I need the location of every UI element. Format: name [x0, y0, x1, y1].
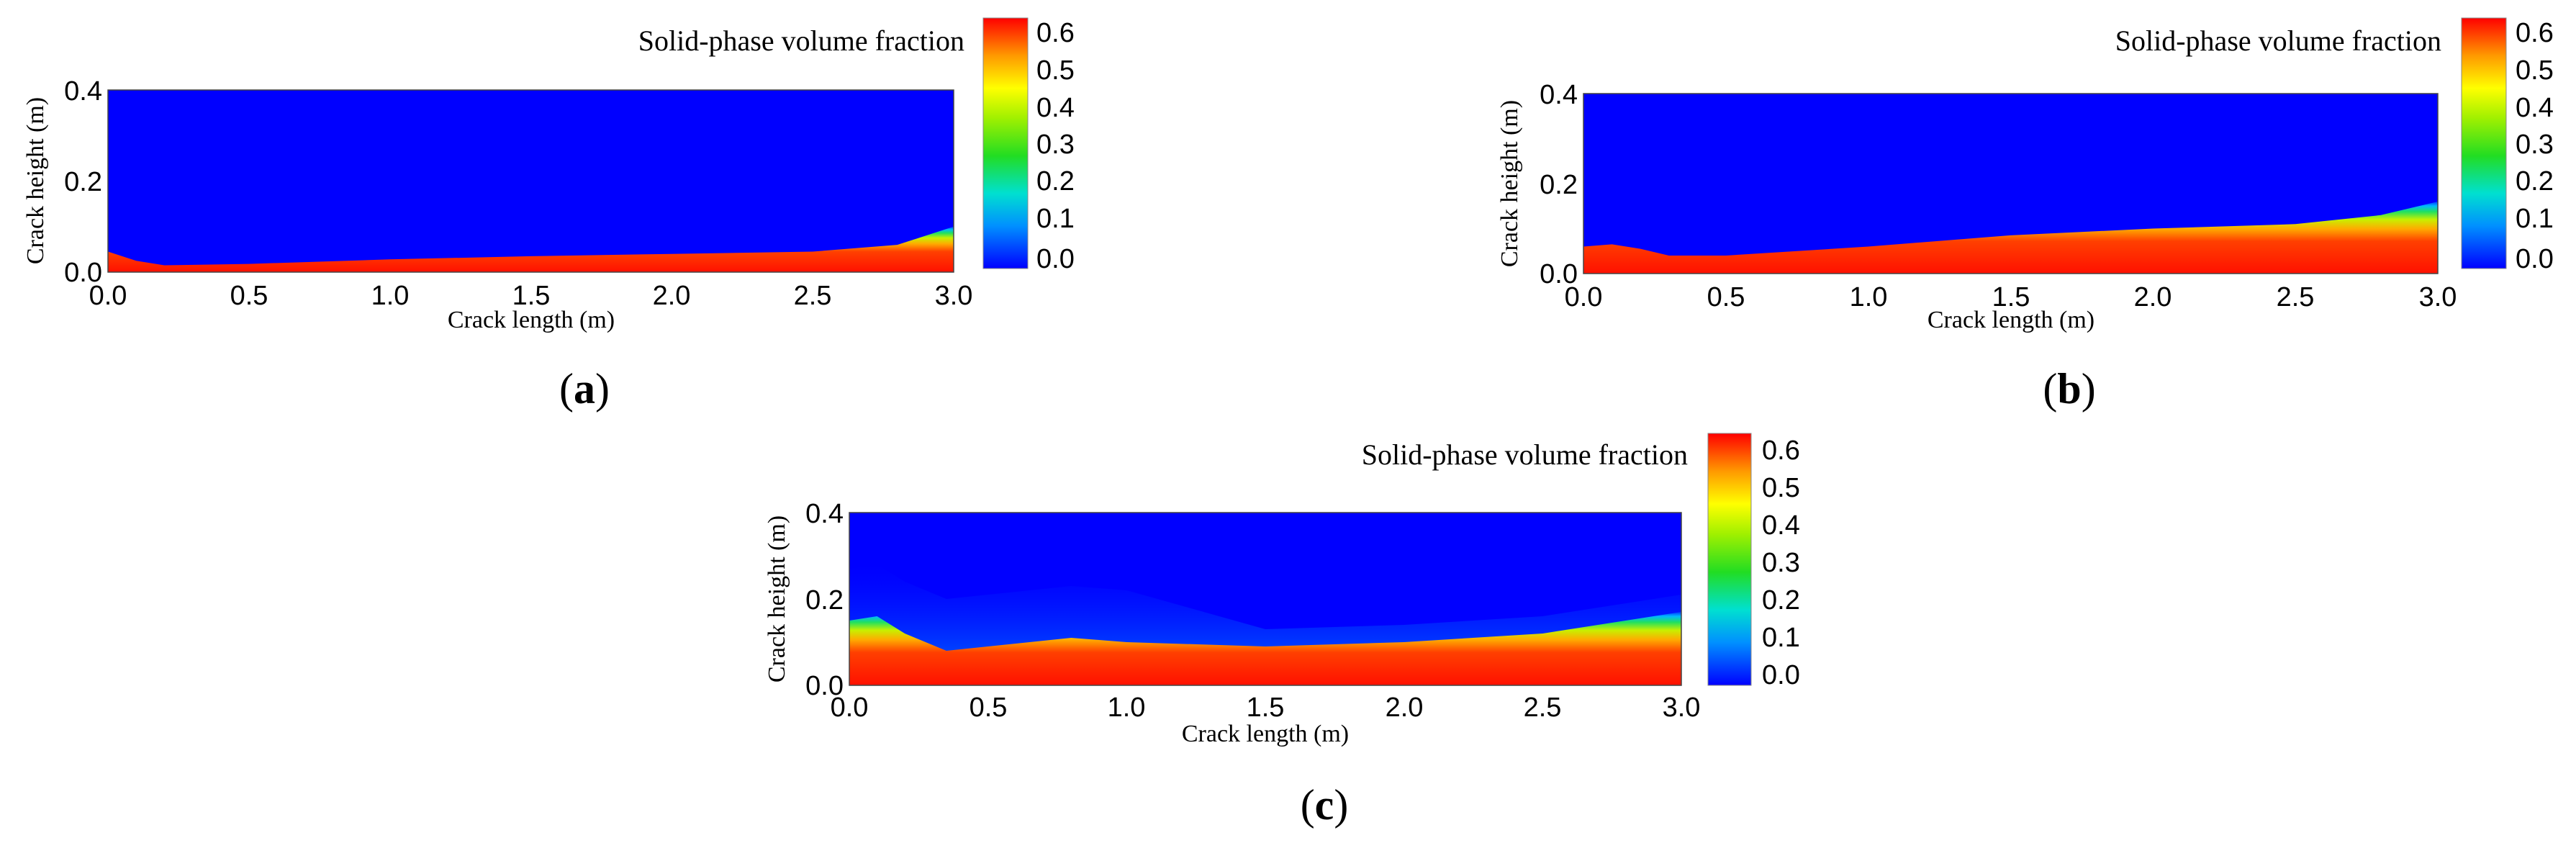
panel-b-colorbar-tick: 0.0: [2516, 244, 2554, 274]
panel-a-x-tick: 2.0: [653, 281, 691, 311]
panel-b: 0.4 0.2 0.0 0.0 0.5 1.0 1.5 2.0 2.5 3.0 …: [1496, 17, 2554, 413]
panel-c-colorbar: [1707, 433, 1752, 686]
panel-a-particle-bed: [108, 226, 954, 272]
panel-b-x-tick: 1.5: [1992, 282, 2030, 312]
panel-a-x-tick: 3.0: [935, 281, 973, 311]
panel-a-y-axis-label: Crack height (m): [22, 97, 49, 264]
panel-b-plot-frame: [1583, 93, 2439, 274]
panel-a-field-background: [108, 90, 954, 272]
panel-c-colorbar-title: Solid-phase volume fraction: [1362, 438, 1688, 471]
panel-a-x-tick: 0.0: [89, 281, 127, 311]
panel-c-colorbar-tick: 0.2: [1762, 585, 1800, 616]
panel-a: 0.4 0.2 0.0 0.0 0.5 1.0 1.5 2.0 2.5 3.0 …: [22, 17, 1075, 413]
panel-a-x-tick: 2.5: [794, 281, 832, 311]
panel-b-colorbar: [2461, 17, 2507, 269]
panel-b-x-tick: 2.5: [2277, 282, 2315, 312]
panel-a-colorbar: [982, 17, 1029, 269]
panel-c-y-tick: 0.4: [805, 499, 844, 529]
panel-c-x-tick: 2.5: [1524, 693, 1562, 723]
panel-c-y-tick: 0.2: [805, 585, 844, 616]
panel-a-x-tick: 0.5: [230, 281, 268, 311]
panel-c-x-tick: 0.5: [970, 693, 1008, 723]
panel-a-colorbar-tick: 0.6: [1036, 18, 1075, 48]
panel-a-x-tick: 1.0: [371, 281, 410, 311]
panel-b-particle-bed: [1583, 202, 2438, 274]
panel-a-colorbar-tick: 0.4: [1036, 93, 1075, 123]
panel-b-y-tick: 0.4: [1540, 80, 1578, 110]
panel-c-letter: c: [1315, 781, 1334, 829]
panel-a-letter: a: [574, 365, 595, 413]
panel-a-colorbar-title: Solid-phase volume fraction: [638, 24, 964, 57]
panel-b-colorbar-title: Solid-phase volume fraction: [2115, 24, 2441, 57]
panel-a-colorbar-tick: 0.2: [1036, 166, 1075, 197]
panel-b-colorbar-tick: 0.1: [2516, 204, 2554, 234]
panel-b-y-tick: 0.2: [1540, 170, 1578, 200]
panel-b-colorbar-tick: 0.6: [2516, 18, 2554, 48]
panel-b-x-tick: 1.0: [1850, 282, 1888, 312]
panel-c-x-tick: 1.0: [1108, 693, 1146, 723]
panel-c-colorbar-tick: 0.1: [1762, 623, 1800, 653]
panel-b-x-tick: 0.0: [1565, 282, 1603, 312]
panel-a-x-axis-label: Crack length (m): [448, 307, 615, 333]
panel-c-colorbar-tick: 0.6: [1762, 436, 1800, 466]
panel-c-x-tick: 1.5: [1247, 693, 1285, 723]
panel-c-colorbar-tick: 0.4: [1762, 510, 1800, 541]
panel-a-y-tick: 0.4: [64, 76, 102, 107]
panel-c-x-tick: 0.0: [831, 693, 869, 723]
panel-b-letter: b: [2057, 365, 2081, 413]
panel-c-colorbar-tick: 0.0: [1762, 660, 1800, 690]
panel-b-x-axis-label: Crack length (m): [1928, 307, 2094, 333]
panel-c-colorbar-tick: 0.3: [1762, 548, 1800, 578]
panel-c-caption: (c): [1301, 781, 1349, 829]
panel-c-colorbar-tick: 0.5: [1762, 473, 1800, 503]
panel-b-colorbar-tick: 0.2: [2516, 166, 2554, 197]
panel-a-y-tick: 0.2: [64, 167, 102, 197]
panel-b-x-tick: 0.5: [1707, 282, 1745, 312]
panel-c-x-axis-label: Crack length (m): [1182, 721, 1349, 747]
panel-a-colorbar-tick: 0.1: [1036, 204, 1075, 234]
panel-a-colorbar-tick: 0.5: [1036, 55, 1075, 86]
panel-b-x-tick: 2.0: [2134, 282, 2172, 312]
panel-b-colorbar-tick: 0.4: [2516, 93, 2554, 123]
panel-a-x-tick: 1.5: [512, 281, 551, 311]
panel-a-colorbar-tick: 0.0: [1036, 244, 1075, 274]
panel-b-colorbar-tick: 0.3: [2516, 130, 2554, 160]
panel-a-caption: (a): [559, 365, 610, 413]
panel-a-plot-frame: [107, 89, 954, 273]
panel-c-particle-bed: [849, 612, 1681, 685]
panel-a-y-tick: 0.0: [64, 258, 102, 288]
panel-a-colorbar-tick: 0.3: [1036, 130, 1075, 160]
panel-b-caption: (b): [2043, 365, 2095, 413]
panel-b-colorbar-tick: 0.5: [2516, 55, 2554, 86]
panel-c-y-axis-label: Crack height (m): [764, 515, 790, 682]
panel-b-y-axis-label: Crack height (m): [1496, 100, 1523, 267]
panel-c-y-tick: 0.0: [805, 671, 844, 701]
panel-b-y-tick: 0.0: [1540, 259, 1578, 289]
panel-c: 0.4 0.2 0.0 0.0 0.5 1.0 1.5 2.0 2.5 3.0 …: [764, 433, 1800, 829]
panel-b-x-tick: 3.0: [2419, 282, 2457, 312]
panel-c-x-tick: 2.0: [1386, 693, 1424, 723]
panel-c-x-tick: 3.0: [1663, 693, 1701, 723]
panel-c-plot-frame: [849, 512, 1682, 686]
